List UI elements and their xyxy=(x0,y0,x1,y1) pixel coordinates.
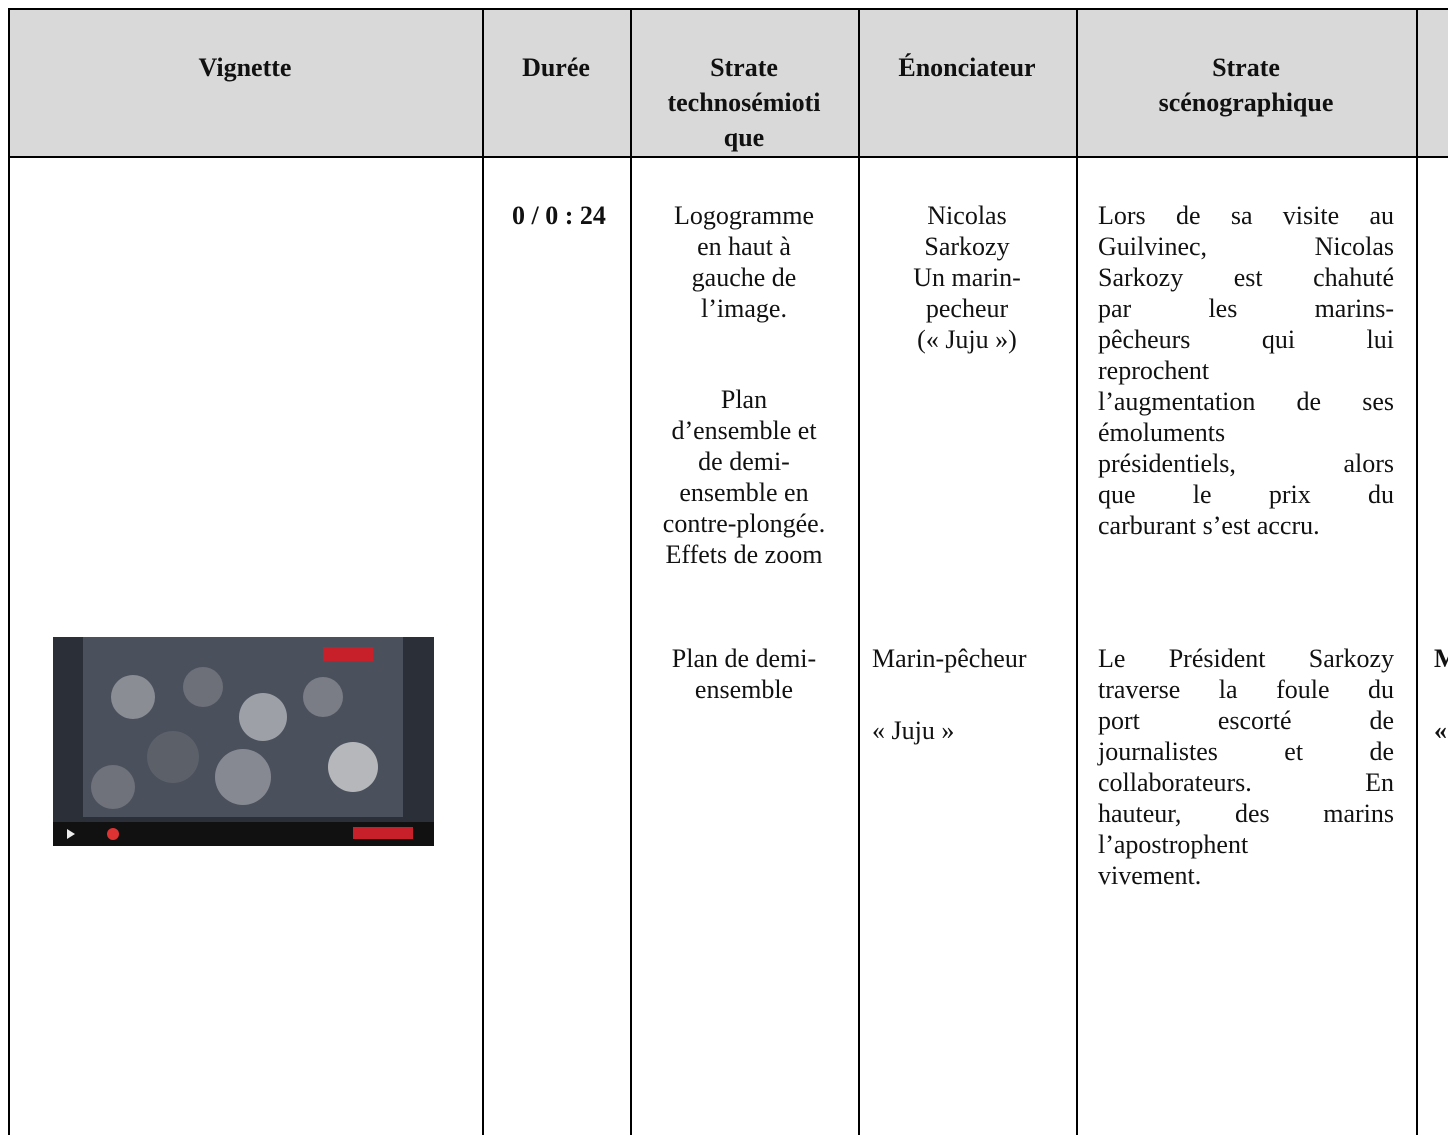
text-line: l’image. xyxy=(701,294,787,323)
text-line: carburant s’est accru. xyxy=(1098,511,1320,540)
header-cell: Durée xyxy=(482,50,630,85)
cell-text: Plan de demi-ensemble xyxy=(644,643,844,705)
header-cell: Énonciateur xyxy=(858,50,1076,85)
header-text: Durée xyxy=(522,53,590,82)
text-line: « Juju » xyxy=(872,716,955,745)
text-line: de demi- xyxy=(698,447,790,476)
cell-text: 0 / 0 : 24 xyxy=(496,200,622,231)
text-line: collaborateurs. En xyxy=(1098,768,1394,797)
text-line: port escorté de xyxy=(1098,706,1394,735)
column-border xyxy=(8,8,10,1135)
text-line: par les marins- xyxy=(1098,294,1394,323)
text-line: « xyxy=(1434,716,1447,745)
header-text: scénographique xyxy=(1158,88,1334,117)
paragraph: Marin-pêcheur xyxy=(872,643,1062,674)
text-line: en haut à xyxy=(697,232,791,261)
text-line: Marin-pêcheur xyxy=(872,644,1027,673)
text-line: vivement. xyxy=(1098,861,1202,890)
header-text: Strate xyxy=(710,53,778,82)
column-border xyxy=(1416,8,1418,1135)
header-text: Vignette xyxy=(198,53,292,82)
cell-text: M « xyxy=(1434,643,1448,746)
text-line: l’apostrophent xyxy=(1098,830,1249,859)
text-line: gauche de xyxy=(691,263,797,292)
header-text: Strate xyxy=(1212,53,1280,82)
text-line: reprochent xyxy=(1098,356,1210,385)
text-line: Plan de demi- xyxy=(671,644,817,673)
text-line: ensemble xyxy=(694,675,794,704)
paragraph: « xyxy=(1434,715,1448,746)
cell-text: Le Président Sarkozy traverse la foule du… xyxy=(1098,643,1394,891)
paragraph: Plan d’ensemble et de demi-ensemble en cont… xyxy=(644,384,844,570)
text-line: Sarkozy xyxy=(924,232,1010,261)
table-border xyxy=(8,8,1448,10)
paragraph: 0 / 0 : 24 xyxy=(496,200,622,231)
column-border xyxy=(1076,8,1078,1135)
column-border xyxy=(482,8,484,1135)
video-thumbnail[interactable] xyxy=(53,637,434,846)
column-border xyxy=(858,8,860,1135)
cell-text: Marin-pêcheur « Juju » xyxy=(872,643,1062,746)
text-line: M xyxy=(1434,644,1448,673)
text-line: Guilvinec, Nicolas xyxy=(1098,232,1394,261)
text-line: Plan xyxy=(720,385,768,414)
paragraph: « Juju » xyxy=(872,715,1062,746)
header-text: Énonciateur xyxy=(898,53,1036,82)
text-line: Sarkozy est chahuté xyxy=(1098,263,1394,292)
text-line: Lors de sa visite au xyxy=(1098,201,1394,230)
paragraph: Logogramme en haut à gauche de l’image. xyxy=(644,200,844,324)
text-line: Nicolas xyxy=(927,201,1007,230)
text-line: pecheur xyxy=(925,294,1009,323)
paragraph: Le Président Sarkozy traverse la foule du… xyxy=(1098,643,1394,891)
text-line: journalistes et de xyxy=(1098,737,1394,766)
text-line: pêcheurs qui lui xyxy=(1098,325,1394,354)
text-line: (« Juju ») xyxy=(917,325,1017,354)
text-line: Effets de zoom xyxy=(665,540,823,569)
header-cell: Vignette xyxy=(8,50,482,85)
text-line: que le prix du xyxy=(1098,480,1394,509)
text-line: ensemble en xyxy=(679,478,809,507)
text-line: hauteur, des marins xyxy=(1098,799,1394,828)
text-line: contre-plongée. xyxy=(662,509,826,538)
header-cell: Strate technosémioti que xyxy=(630,50,858,155)
text-line: l’augmentation de ses xyxy=(1098,387,1394,416)
cell-text: Nicolas Sarkozy Un marin-pecheur (« Juju ») xyxy=(872,200,1062,355)
thumbnail-image xyxy=(53,637,434,846)
cell-text: Lors de sa visite au Guilvinec, Nicolas Sa… xyxy=(1098,200,1394,541)
header-background xyxy=(8,8,1448,157)
header-cell: Strate scénographique xyxy=(1076,50,1416,120)
text-line: Le Président Sarkozy xyxy=(1098,644,1394,673)
text-line: 0 / 0 : 24 xyxy=(512,201,606,230)
text-line: Logogramme xyxy=(673,201,815,230)
paragraph: Lors de sa visite au Guilvinec, Nicolas Sa… xyxy=(1098,200,1394,541)
column-border xyxy=(630,8,632,1135)
cell-text: Logogramme en haut à gauche de l’image. Plan… xyxy=(644,200,844,570)
table-border xyxy=(8,156,1448,158)
paragraph: Plan de demi-ensemble xyxy=(644,643,844,705)
text-line: traverse la foule du xyxy=(1098,675,1394,704)
paragraph: M xyxy=(1434,643,1448,674)
text-line: présidentiels, alors xyxy=(1098,449,1394,478)
text-line: Un marin- xyxy=(913,263,1021,292)
header-text: technosémioti xyxy=(667,88,821,117)
paragraph: Nicolas Sarkozy Un marin-pecheur (« Juju ») xyxy=(872,200,1062,355)
header-text: que xyxy=(723,123,765,152)
text-line: d’ensemble et xyxy=(671,416,817,445)
text-line: émoluments xyxy=(1098,418,1226,447)
